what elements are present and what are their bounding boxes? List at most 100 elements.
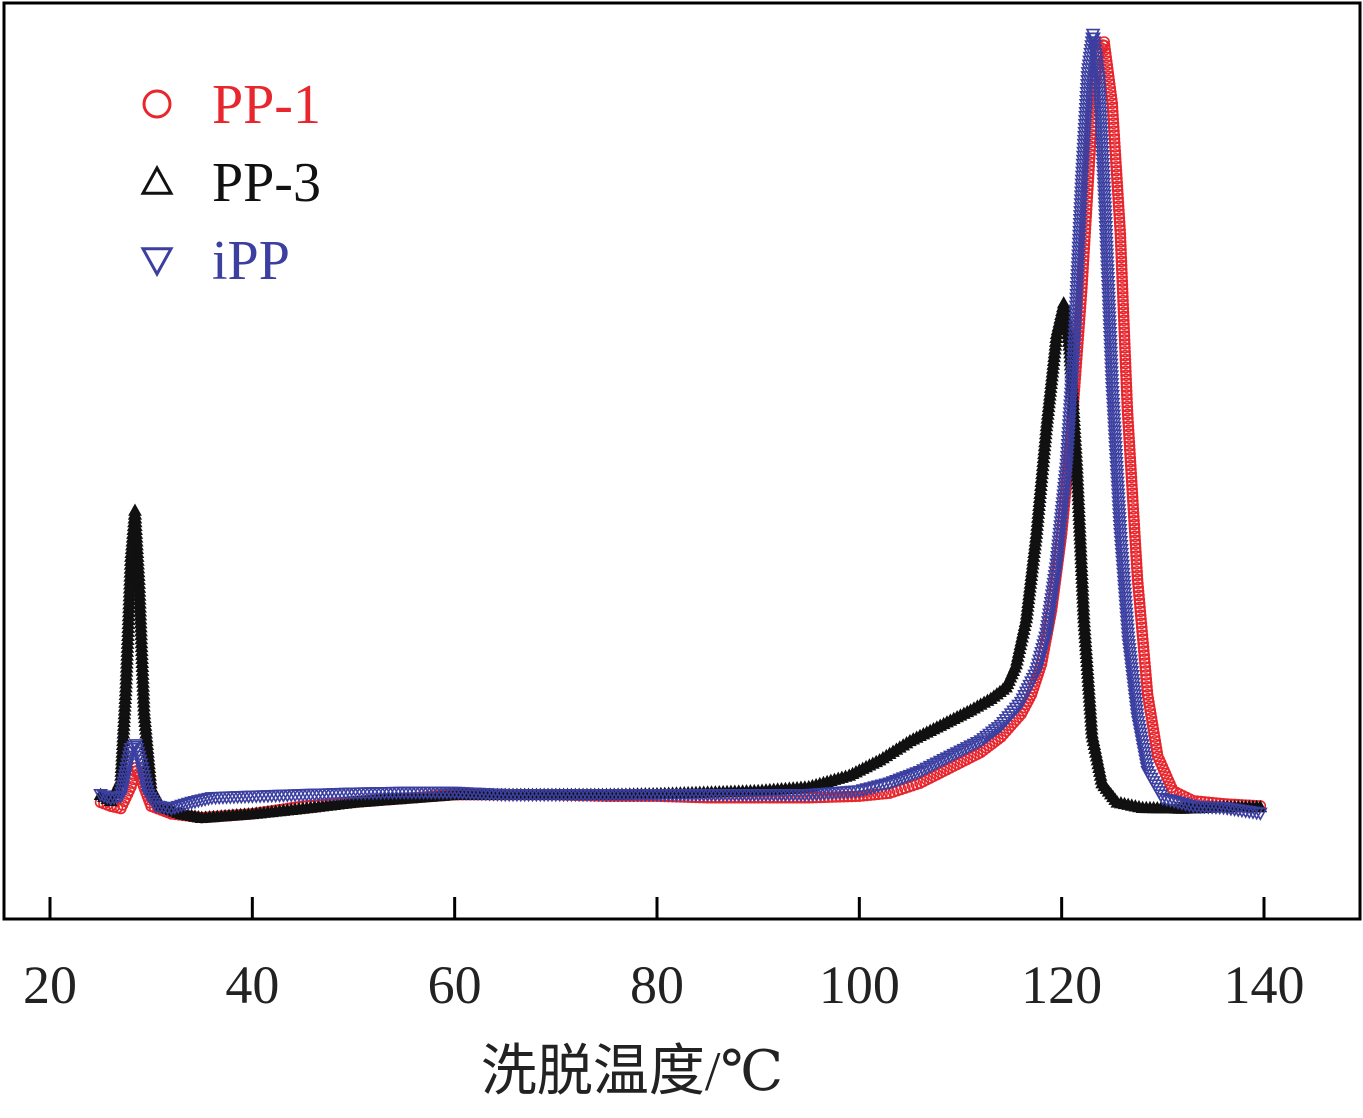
data-point bbox=[1052, 524, 1068, 538]
data-point bbox=[1093, 118, 1109, 132]
data-point bbox=[1097, 189, 1112, 203]
data-point bbox=[1099, 248, 1115, 262]
data-point bbox=[1070, 261, 1086, 275]
legend: PP-1 PP-3 iPP bbox=[140, 74, 321, 292]
data-point bbox=[1128, 518, 1141, 531]
data-point bbox=[953, 745, 968, 759]
data-point bbox=[1098, 221, 1114, 235]
data-point bbox=[1121, 393, 1133, 405]
data-point bbox=[1116, 579, 1132, 593]
data-point bbox=[1071, 249, 1086, 263]
data-point bbox=[1150, 742, 1163, 755]
data-point bbox=[1137, 750, 1153, 764]
data-point bbox=[1070, 273, 1085, 287]
data-point bbox=[1118, 334, 1131, 346]
data-point bbox=[1126, 487, 1139, 499]
data-point bbox=[1136, 625, 1148, 638]
data-point bbox=[993, 719, 1009, 734]
data-point bbox=[1116, 283, 1129, 295]
data-point bbox=[1112, 192, 1124, 205]
data-point bbox=[1131, 573, 1144, 586]
data-point bbox=[1065, 363, 1080, 378]
data-point bbox=[128, 739, 144, 753]
data-point bbox=[1127, 510, 1140, 523]
data-point bbox=[1146, 719, 1159, 732]
data-point bbox=[1143, 696, 1155, 709]
data-point bbox=[1072, 210, 1088, 224]
data-point bbox=[909, 767, 925, 781]
data-point bbox=[936, 754, 951, 768]
data-point bbox=[1121, 404, 1134, 417]
data-point bbox=[1050, 550, 1065, 565]
data-point bbox=[131, 750, 147, 764]
data-point bbox=[1131, 719, 1147, 734]
data-point bbox=[1120, 389, 1133, 401]
data-point bbox=[998, 714, 1014, 728]
data-point bbox=[990, 722, 1006, 736]
data-point bbox=[1108, 449, 1124, 463]
data-point bbox=[1094, 138, 1110, 152]
data-point bbox=[1076, 146, 1091, 161]
data-point bbox=[1008, 702, 1024, 716]
data-point bbox=[1064, 383, 1079, 397]
data-point bbox=[1122, 424, 1135, 437]
data-point bbox=[1077, 130, 1092, 145]
data-point bbox=[1061, 427, 1077, 441]
data-point bbox=[1065, 351, 1081, 366]
data-point bbox=[1095, 149, 1110, 164]
data-point bbox=[1141, 685, 1154, 697]
data-point bbox=[1128, 526, 1141, 539]
data-point bbox=[973, 735, 989, 749]
data-point bbox=[1113, 535, 1129, 550]
data-point bbox=[1066, 344, 1082, 358]
data-point bbox=[1092, 98, 1108, 112]
data-point bbox=[1079, 87, 1095, 101]
data-point bbox=[1102, 315, 1117, 329]
data-point bbox=[984, 726, 1000, 740]
data-point bbox=[1150, 738, 1162, 751]
data-point bbox=[1117, 587, 1133, 601]
data-point bbox=[1130, 550, 1142, 562]
data-point bbox=[1135, 621, 1148, 634]
data-point bbox=[1065, 359, 1081, 374]
data-point bbox=[1117, 298, 1129, 311]
data-point bbox=[1067, 324, 1083, 338]
data-point bbox=[1096, 169, 1111, 184]
data-point bbox=[864, 789, 877, 801]
data-point bbox=[1094, 126, 1109, 140]
data-point bbox=[1110, 484, 1126, 498]
data-point bbox=[1127, 503, 1140, 515]
data-point bbox=[1115, 243, 1127, 256]
data-point bbox=[1064, 379, 1079, 393]
data-point bbox=[1095, 165, 1111, 180]
data-point bbox=[885, 776, 901, 790]
data-point bbox=[139, 781, 154, 795]
data-point bbox=[932, 755, 948, 770]
data-point bbox=[1074, 170, 1090, 184]
data-point bbox=[1122, 412, 1134, 425]
data-point bbox=[1100, 264, 1115, 278]
data-point bbox=[1119, 615, 1135, 629]
data-point bbox=[1116, 575, 1132, 589]
data-point bbox=[1085, 28, 1101, 42]
data-point bbox=[1059, 458, 1075, 473]
data-point bbox=[1109, 472, 1125, 486]
data-point bbox=[1107, 433, 1123, 447]
data-point bbox=[1132, 585, 1145, 598]
data-point bbox=[1069, 277, 1085, 291]
data-point bbox=[1118, 318, 1130, 331]
data-point bbox=[1125, 475, 1138, 488]
data-point bbox=[1141, 681, 1153, 693]
data-point bbox=[1116, 287, 1129, 299]
data-point bbox=[1062, 403, 1078, 417]
data-point bbox=[1060, 435, 1076, 449]
data-point bbox=[1087, 40, 1102, 54]
data-point bbox=[1104, 381, 1120, 396]
data-point bbox=[1126, 491, 1139, 503]
data-point bbox=[1088, 47, 1103, 62]
data-point bbox=[1131, 562, 1143, 574]
data-point bbox=[1124, 448, 1136, 460]
data-point bbox=[1006, 705, 1021, 719]
data-point bbox=[1112, 527, 1128, 542]
